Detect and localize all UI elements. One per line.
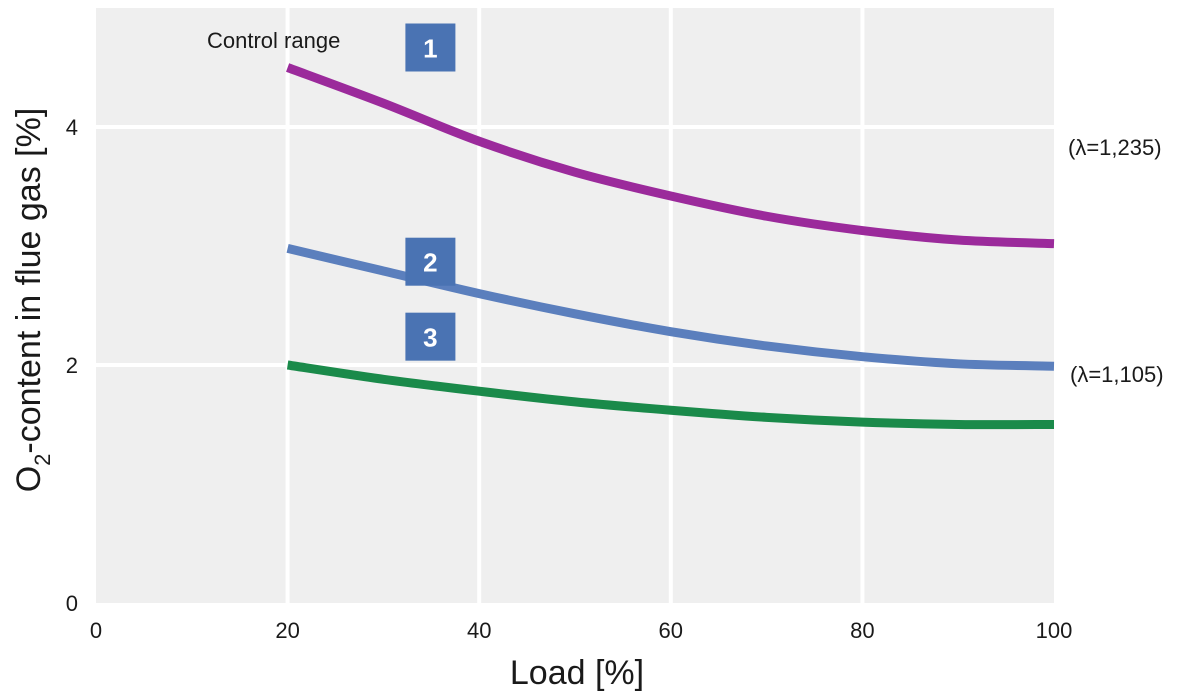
series-badge-2: 2 bbox=[405, 237, 456, 286]
series-badge-3: 3 bbox=[405, 312, 456, 361]
y-axis-title: O2-content in flue gas [%] bbox=[10, 108, 55, 493]
badge-box bbox=[405, 237, 456, 286]
lambda-low-label: (λ=1,105) bbox=[1070, 362, 1164, 387]
y-tick-label: 4 bbox=[66, 115, 78, 140]
plot-area bbox=[96, 8, 1054, 603]
grid-lines bbox=[96, 8, 1054, 603]
badge-box bbox=[405, 23, 456, 72]
series-badges: 1 2 3 bbox=[405, 23, 456, 361]
y-tick-label: 0 bbox=[66, 591, 78, 616]
y-axis-title-main: O bbox=[10, 466, 48, 492]
y-tick-label: 2 bbox=[66, 353, 78, 378]
series-badge-1: 1 bbox=[405, 23, 456, 72]
x-tick-label: 20 bbox=[275, 618, 299, 643]
series-line-1 bbox=[286, 63, 1055, 249]
x-axis-title: Load [%] bbox=[510, 654, 644, 692]
y-axis-title-rest: -content in flue gas [%] bbox=[10, 108, 48, 454]
badge-label: 3 bbox=[423, 323, 437, 353]
y-axis-title-subscript: 2 bbox=[30, 454, 55, 466]
x-tick-label: 80 bbox=[850, 618, 874, 643]
x-tick-label: 0 bbox=[90, 618, 102, 643]
badge-label: 2 bbox=[423, 248, 437, 278]
x-tick-labels: 0 20 40 60 80 100 bbox=[90, 618, 1072, 643]
badge-label: 1 bbox=[423, 34, 437, 64]
x-tick-label: 40 bbox=[467, 618, 491, 643]
badge-box bbox=[405, 312, 456, 361]
y-tick-labels: 0 2 4 bbox=[66, 115, 78, 616]
x-tick-label: 100 bbox=[1036, 618, 1073, 643]
x-tick-label: 60 bbox=[659, 618, 683, 643]
lambda-high-label: (λ=1,235) bbox=[1068, 135, 1162, 160]
series-line-3 bbox=[286, 360, 1055, 430]
control-range-label: Control range bbox=[207, 28, 340, 53]
